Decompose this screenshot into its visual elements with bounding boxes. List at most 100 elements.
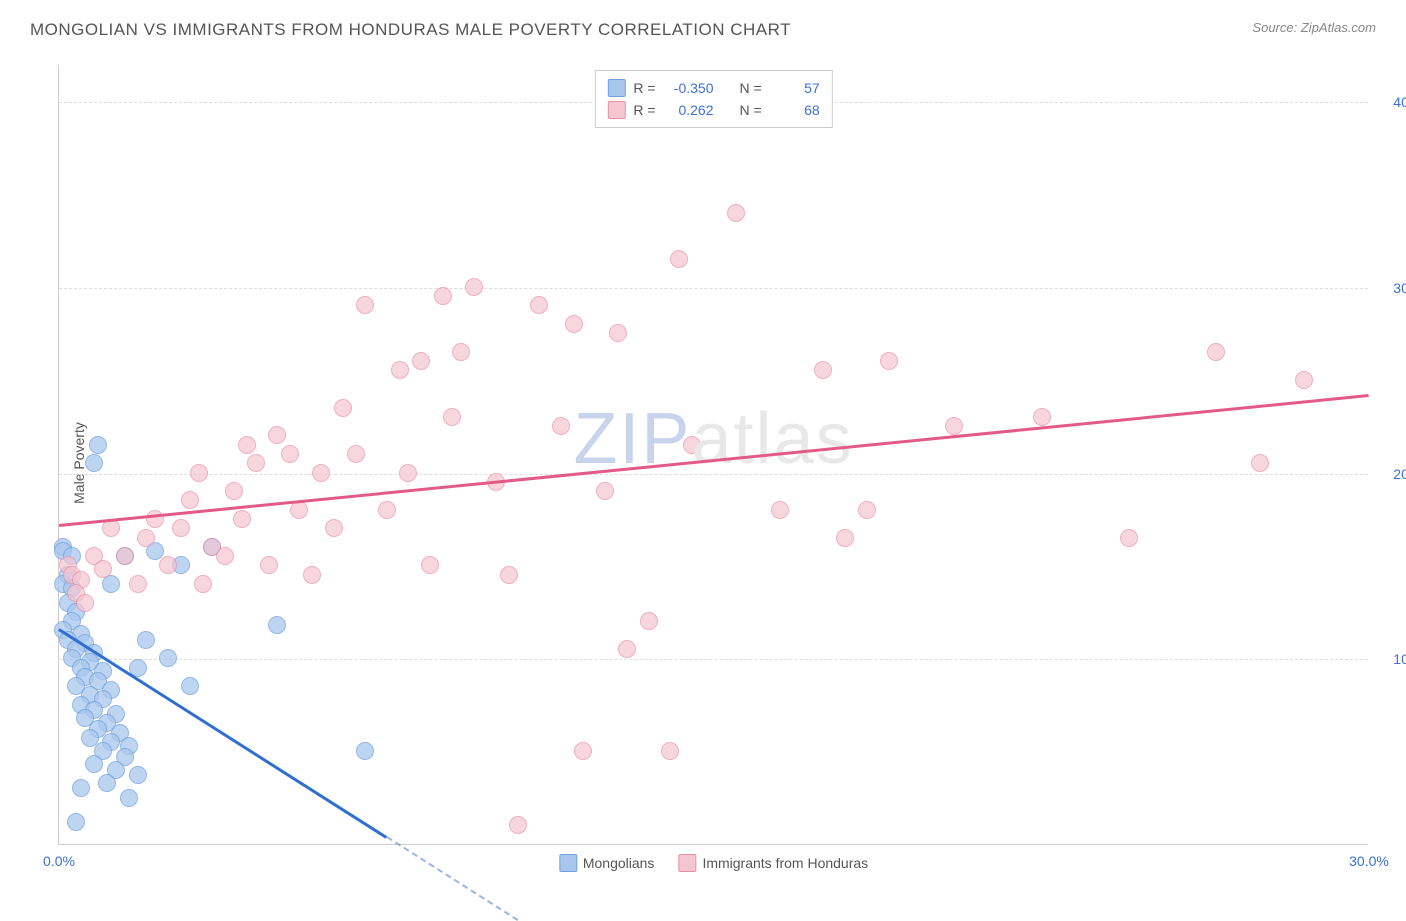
scatter-point <box>661 742 679 760</box>
gridline <box>59 288 1368 289</box>
legend-swatch <box>607 79 625 97</box>
scatter-point <box>596 482 614 500</box>
scatter-point <box>465 278 483 296</box>
legend-n-value: 68 <box>770 102 820 118</box>
legend-r-label: R = <box>633 80 655 96</box>
scatter-point <box>312 464 330 482</box>
gridline <box>59 659 1368 660</box>
scatter-point <box>137 631 155 649</box>
legend-series-item: Immigrants from Honduras <box>678 854 868 872</box>
scatter-point <box>670 250 688 268</box>
scatter-point <box>378 501 396 519</box>
scatter-point <box>116 547 134 565</box>
scatter-point <box>129 575 147 593</box>
legend-series-item: Mongolians <box>559 854 655 872</box>
scatter-point <box>102 519 120 537</box>
scatter-point <box>500 566 518 584</box>
scatter-point <box>434 287 452 305</box>
scatter-point <box>565 315 583 333</box>
scatter-point <box>159 556 177 574</box>
legend-swatch <box>559 854 577 872</box>
source-name: ZipAtlas.com <box>1301 20 1376 35</box>
x-tick-label: 30.0% <box>1349 853 1389 869</box>
scatter-point <box>727 204 745 222</box>
scatter-point <box>509 816 527 834</box>
scatter-point <box>683 436 701 454</box>
scatter-point <box>146 510 164 528</box>
y-tick-label: 10.0% <box>1393 651 1406 667</box>
scatter-point <box>120 789 138 807</box>
source-attribution: Source: ZipAtlas.com <box>1252 20 1376 35</box>
scatter-point <box>247 454 265 472</box>
watermark-logo: ZIPatlas <box>573 398 853 480</box>
gridline <box>59 474 1368 475</box>
scatter-point <box>137 529 155 547</box>
scatter-point <box>334 399 352 417</box>
scatter-point <box>1207 343 1225 361</box>
scatter-point <box>72 779 90 797</box>
scatter-point <box>1120 529 1138 547</box>
scatter-point <box>172 519 190 537</box>
scatter-point <box>609 324 627 342</box>
scatter-point <box>1251 454 1269 472</box>
scatter-point <box>452 343 470 361</box>
scatter-point <box>85 454 103 472</box>
legend-stat-row: R = -0.350 N = 57 <box>607 77 819 99</box>
scatter-point <box>238 436 256 454</box>
scatter-point <box>194 575 212 593</box>
scatter-point <box>303 566 321 584</box>
scatter-point <box>880 352 898 370</box>
scatter-point <box>836 529 854 547</box>
scatter-point <box>814 361 832 379</box>
scatter-point <box>356 742 374 760</box>
legend-swatch <box>607 101 625 119</box>
legend-n-label: N = <box>740 102 762 118</box>
scatter-point <box>190 464 208 482</box>
scatter-point <box>85 755 103 773</box>
scatter-point <box>1295 371 1313 389</box>
scatter-point <box>268 426 286 444</box>
scatter-point <box>858 501 876 519</box>
scatter-point <box>399 464 417 482</box>
scatter-point <box>181 677 199 695</box>
legend-n-label: N = <box>740 80 762 96</box>
chart-header: MONGOLIAN VS IMMIGRANTS FROM HONDURAS MA… <box>0 0 1406 50</box>
trend-line-extrapolated <box>386 836 518 921</box>
scatter-point <box>552 417 570 435</box>
scatter-point <box>233 510 251 528</box>
scatter-point <box>443 408 461 426</box>
series-legend: Mongolians Immigrants from Honduras <box>559 854 868 872</box>
scatter-point <box>1033 408 1051 426</box>
scatter-point <box>347 445 365 463</box>
scatter-point <box>159 649 177 667</box>
scatter-point <box>281 445 299 463</box>
scatter-point <box>290 501 308 519</box>
legend-swatch <box>678 854 696 872</box>
scatter-point <box>98 774 116 792</box>
scatter-point <box>268 616 286 634</box>
y-tick-label: 30.0% <box>1393 280 1406 296</box>
source-label: Source: <box>1252 20 1297 35</box>
scatter-point <box>640 612 658 630</box>
scatter-point <box>94 560 112 578</box>
scatter-point <box>181 491 199 509</box>
scatter-point <box>618 640 636 658</box>
legend-n-value: 57 <box>770 80 820 96</box>
scatter-point <box>325 519 343 537</box>
scatter-point <box>945 417 963 435</box>
x-tick-label: 0.0% <box>43 853 75 869</box>
scatter-point <box>391 361 409 379</box>
legend-r-value: -0.350 <box>664 80 714 96</box>
scatter-point <box>412 352 430 370</box>
scatter-point <box>129 766 147 784</box>
scatter-point <box>421 556 439 574</box>
scatter-point <box>260 556 278 574</box>
y-tick-label: 20.0% <box>1393 466 1406 482</box>
legend-series-label: Immigrants from Honduras <box>702 855 868 871</box>
y-tick-label: 40.0% <box>1393 94 1406 110</box>
scatter-point <box>225 482 243 500</box>
legend-stat-row: R =0.262N =68 <box>607 99 819 121</box>
scatter-point <box>771 501 789 519</box>
scatter-point <box>76 594 94 612</box>
legend-series-label: Mongolians <box>583 855 655 871</box>
